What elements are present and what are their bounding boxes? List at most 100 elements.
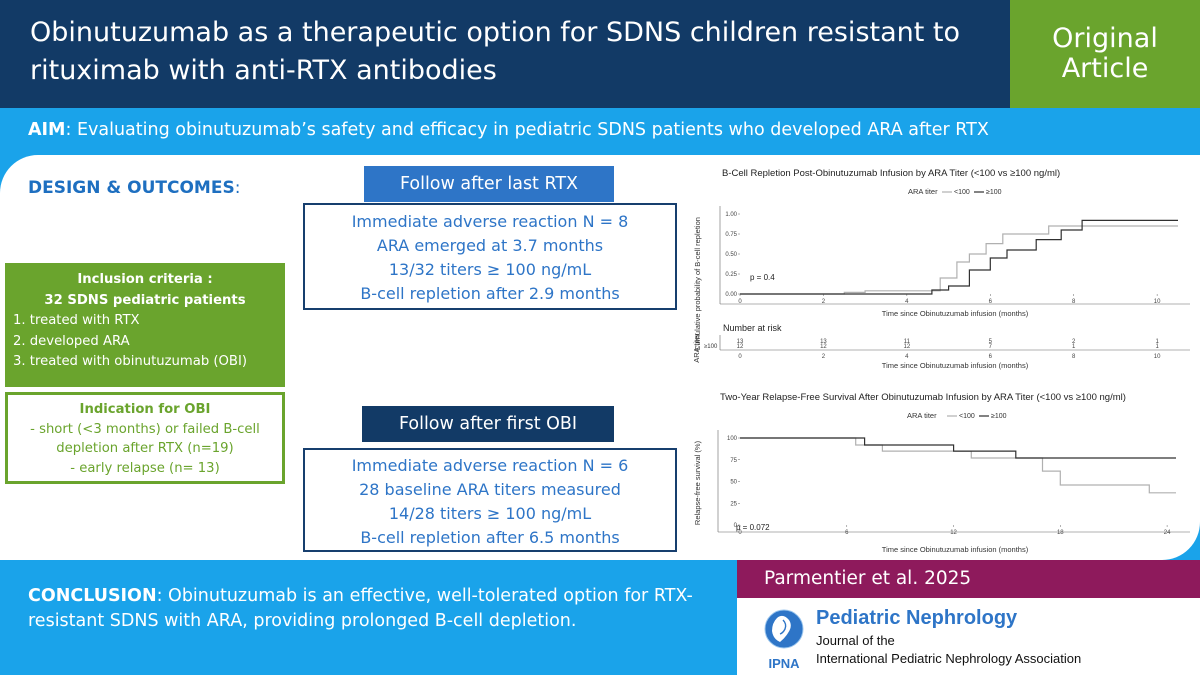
follow-rtx-heading: Follow after last RTX: [364, 166, 614, 202]
aim-text: : Evaluating obinutuzumab’s safety and e…: [65, 120, 989, 140]
chart1-xlabel: Time since Obinutuzumab infusion (months…: [882, 309, 1029, 318]
citation-banner: Parmentier et al. 2025: [737, 560, 1200, 598]
follow-obi-line: Immediate adverse reaction N = 6: [351, 456, 629, 475]
ipna-logo-icon: IPNA: [764, 609, 804, 671]
risk-cell-top: 5: [989, 339, 993, 345]
journal-subtitle-2: International Pediatric Nephrology Assoc…: [816, 651, 1082, 666]
chart2-xtick-label: 12: [950, 530, 957, 536]
chart1-ytick-label: 0.25: [725, 272, 737, 278]
chart2-title: Two-Year Relapse-Free Survival After Obi…: [720, 392, 1126, 403]
indication-box: Indication for OBI - short (<3 months) o…: [5, 392, 285, 484]
chart1-xtick-label: 6: [989, 299, 993, 305]
risk-cell-top: 13: [820, 339, 827, 345]
risk-xtick-label: 10: [1154, 354, 1161, 360]
chart1-legend-label-high: ≥100: [986, 189, 1002, 196]
indication-line: depletion after RTX (n=19): [56, 441, 234, 456]
chart2-ytick-label: 100: [727, 436, 738, 442]
conclusion-statement: CONCLUSION: Obinutuzumab is an effective…: [28, 584, 728, 634]
design-label: DESIGN & OUTCOMES: [28, 178, 235, 198]
chart1-series-low: [740, 225, 1178, 295]
chart1-ytick-label: 0.00: [725, 292, 737, 298]
chart2-ytick-label: 50: [730, 480, 737, 486]
risk-xtick-label: 6: [989, 354, 993, 360]
badge-line-2: Article: [1061, 53, 1149, 84]
risk-cell-top: 13: [737, 339, 744, 345]
chart2-p-value: p = 0.072: [736, 523, 770, 532]
chart2-ytick-label: 25: [730, 501, 737, 507]
risk-xtick-label: 0: [738, 354, 742, 360]
risk-xtick-label: 2: [822, 354, 826, 360]
risk-cell-top: 2: [1072, 339, 1076, 345]
charts-area: B-Cell Repletion Post-Obinutuzumab Infus…: [692, 168, 1190, 554]
journal-name: Pediatric Nephrology: [816, 607, 1018, 629]
article-type-badge: Original Article: [1010, 0, 1200, 108]
risk-xtick-label: 4: [905, 354, 909, 360]
follow-obi-line: 28 baseline ARA titers measured: [359, 480, 621, 499]
indication-line: - short (<3 months) or failed B-cell: [30, 421, 260, 437]
chart1-xtick-label: 2: [822, 299, 826, 305]
inclusion-item: 3. treated with obinutuzumab (OBI): [13, 354, 248, 369]
chart1-legend-title: ARA titer: [908, 187, 938, 196]
aim-label: AIM: [28, 120, 66, 140]
chart1-legend-label-low: <100: [954, 189, 970, 196]
chart2-xtick-label: 0: [738, 530, 742, 536]
journal-block: IPNA Pediatric Nephrology Journal of the…: [737, 598, 1200, 675]
chart1-ytick-label: 0.50: [725, 252, 737, 258]
chart2-series-high: [740, 437, 1176, 459]
risk-table-ylabel: ARA titer: [692, 333, 701, 363]
risk-xtick-label: 8: [1072, 354, 1076, 360]
follow-obi-box: Immediate adverse reaction N = 6 28 base…: [303, 448, 677, 552]
risk-table-title: Number at risk: [723, 323, 782, 333]
follow-obi-line: 14/28 titers ≥ 100 ng/mL: [388, 504, 592, 523]
risk-cell-bottom: 12: [820, 344, 827, 350]
chart2-legend-label-high: ≥100: [991, 413, 1007, 420]
inclusion-item: 1. treated with RTX: [13, 313, 140, 328]
chart1-xtick-label: 0: [738, 299, 742, 305]
chart1-ytick-label: 1.00: [725, 212, 737, 218]
follow-rtx-line: ARA emerged at 3.7 months: [376, 236, 604, 255]
chart2-xtick-label: 24: [1164, 530, 1171, 536]
follow-rtx-line: Immediate adverse reaction N = 8: [351, 212, 629, 231]
inclusion-criteria-box: Inclusion criteria : 32 SDNS pediatric p…: [5, 263, 285, 387]
chart2-xtick-label: 6: [845, 530, 849, 536]
journal-subtitle-1: Journal of the: [816, 633, 895, 648]
chart1-ylabel: Cumulative probability of B-cell repleti…: [693, 217, 702, 351]
follow-rtx-box: Immediate adverse reaction N = 8 ARA eme…: [303, 203, 677, 310]
chart1-xtick-label: 4: [905, 299, 909, 305]
chart1-ytick-label: 0.75: [725, 232, 737, 238]
badge-line-1: Original: [1052, 23, 1158, 54]
risk-xlabel: Time since Obinutuzumab infusion (months…: [882, 361, 1029, 370]
chart2-series-low: [740, 437, 1176, 494]
indication-line: - early relapse (n= 13): [70, 460, 220, 476]
risk-table-row-label: ≥100: [704, 344, 718, 350]
risk-cell-bottom: 1: [1155, 344, 1159, 350]
conclusion-text: : Obinutuzumab is an effective, well-tol…: [28, 586, 693, 631]
follow-obi-line: B-cell repletion after 6.5 months: [360, 528, 620, 547]
chart1-xtick-label: 10: [1154, 299, 1161, 305]
risk-cell-bottom: 7: [989, 344, 993, 350]
risk-cell-top: 11: [904, 339, 911, 345]
chart2-xlabel: Time since Obinutuzumab infusion (months…: [882, 545, 1029, 554]
design-suffix: :: [234, 178, 241, 198]
chart1-p-value: p = 0.4: [750, 273, 775, 282]
chart2-ylabel: Relapse-free survival (%): [693, 440, 702, 525]
indication-heading: Indication for OBI: [79, 402, 211, 417]
inclusion-count: 32 SDNS pediatric patients: [44, 292, 246, 308]
follow-rtx-line: B-cell repletion after 2.9 months: [360, 284, 620, 303]
ipna-logo-text: IPNA: [768, 656, 800, 671]
follow-obi-heading: Follow after first OBI: [362, 406, 614, 442]
aim-statement: AIM: Evaluating obinutuzumab’s safety an…: [28, 120, 1188, 140]
header-bar: Obinutuzumab as a therapeutic option for…: [0, 0, 1010, 108]
inclusion-heading: Inclusion criteria :: [77, 272, 213, 287]
page-title: Obinutuzumab as a therapeutic option for…: [30, 17, 961, 86]
conclusion-label: CONCLUSION: [28, 586, 157, 606]
design-heading: DESIGN & OUTCOMES:: [28, 178, 240, 198]
b-cell-repletion-chart: B-Cell Repletion Post-Obinutuzumab Infus…: [692, 168, 1190, 370]
risk-cell-bottom: 12: [904, 344, 911, 350]
inclusion-item: 2. developed ARA: [13, 333, 130, 349]
chart2-legend-label-low: <100: [959, 413, 975, 420]
relapse-free-survival-chart: Two-Year Relapse-Free Survival After Obi…: [693, 392, 1190, 554]
chart2-ytick-label: 75: [730, 458, 737, 464]
risk-cell-bottom: 1: [1072, 344, 1076, 350]
chart2-ytick-label: 0: [734, 523, 738, 529]
